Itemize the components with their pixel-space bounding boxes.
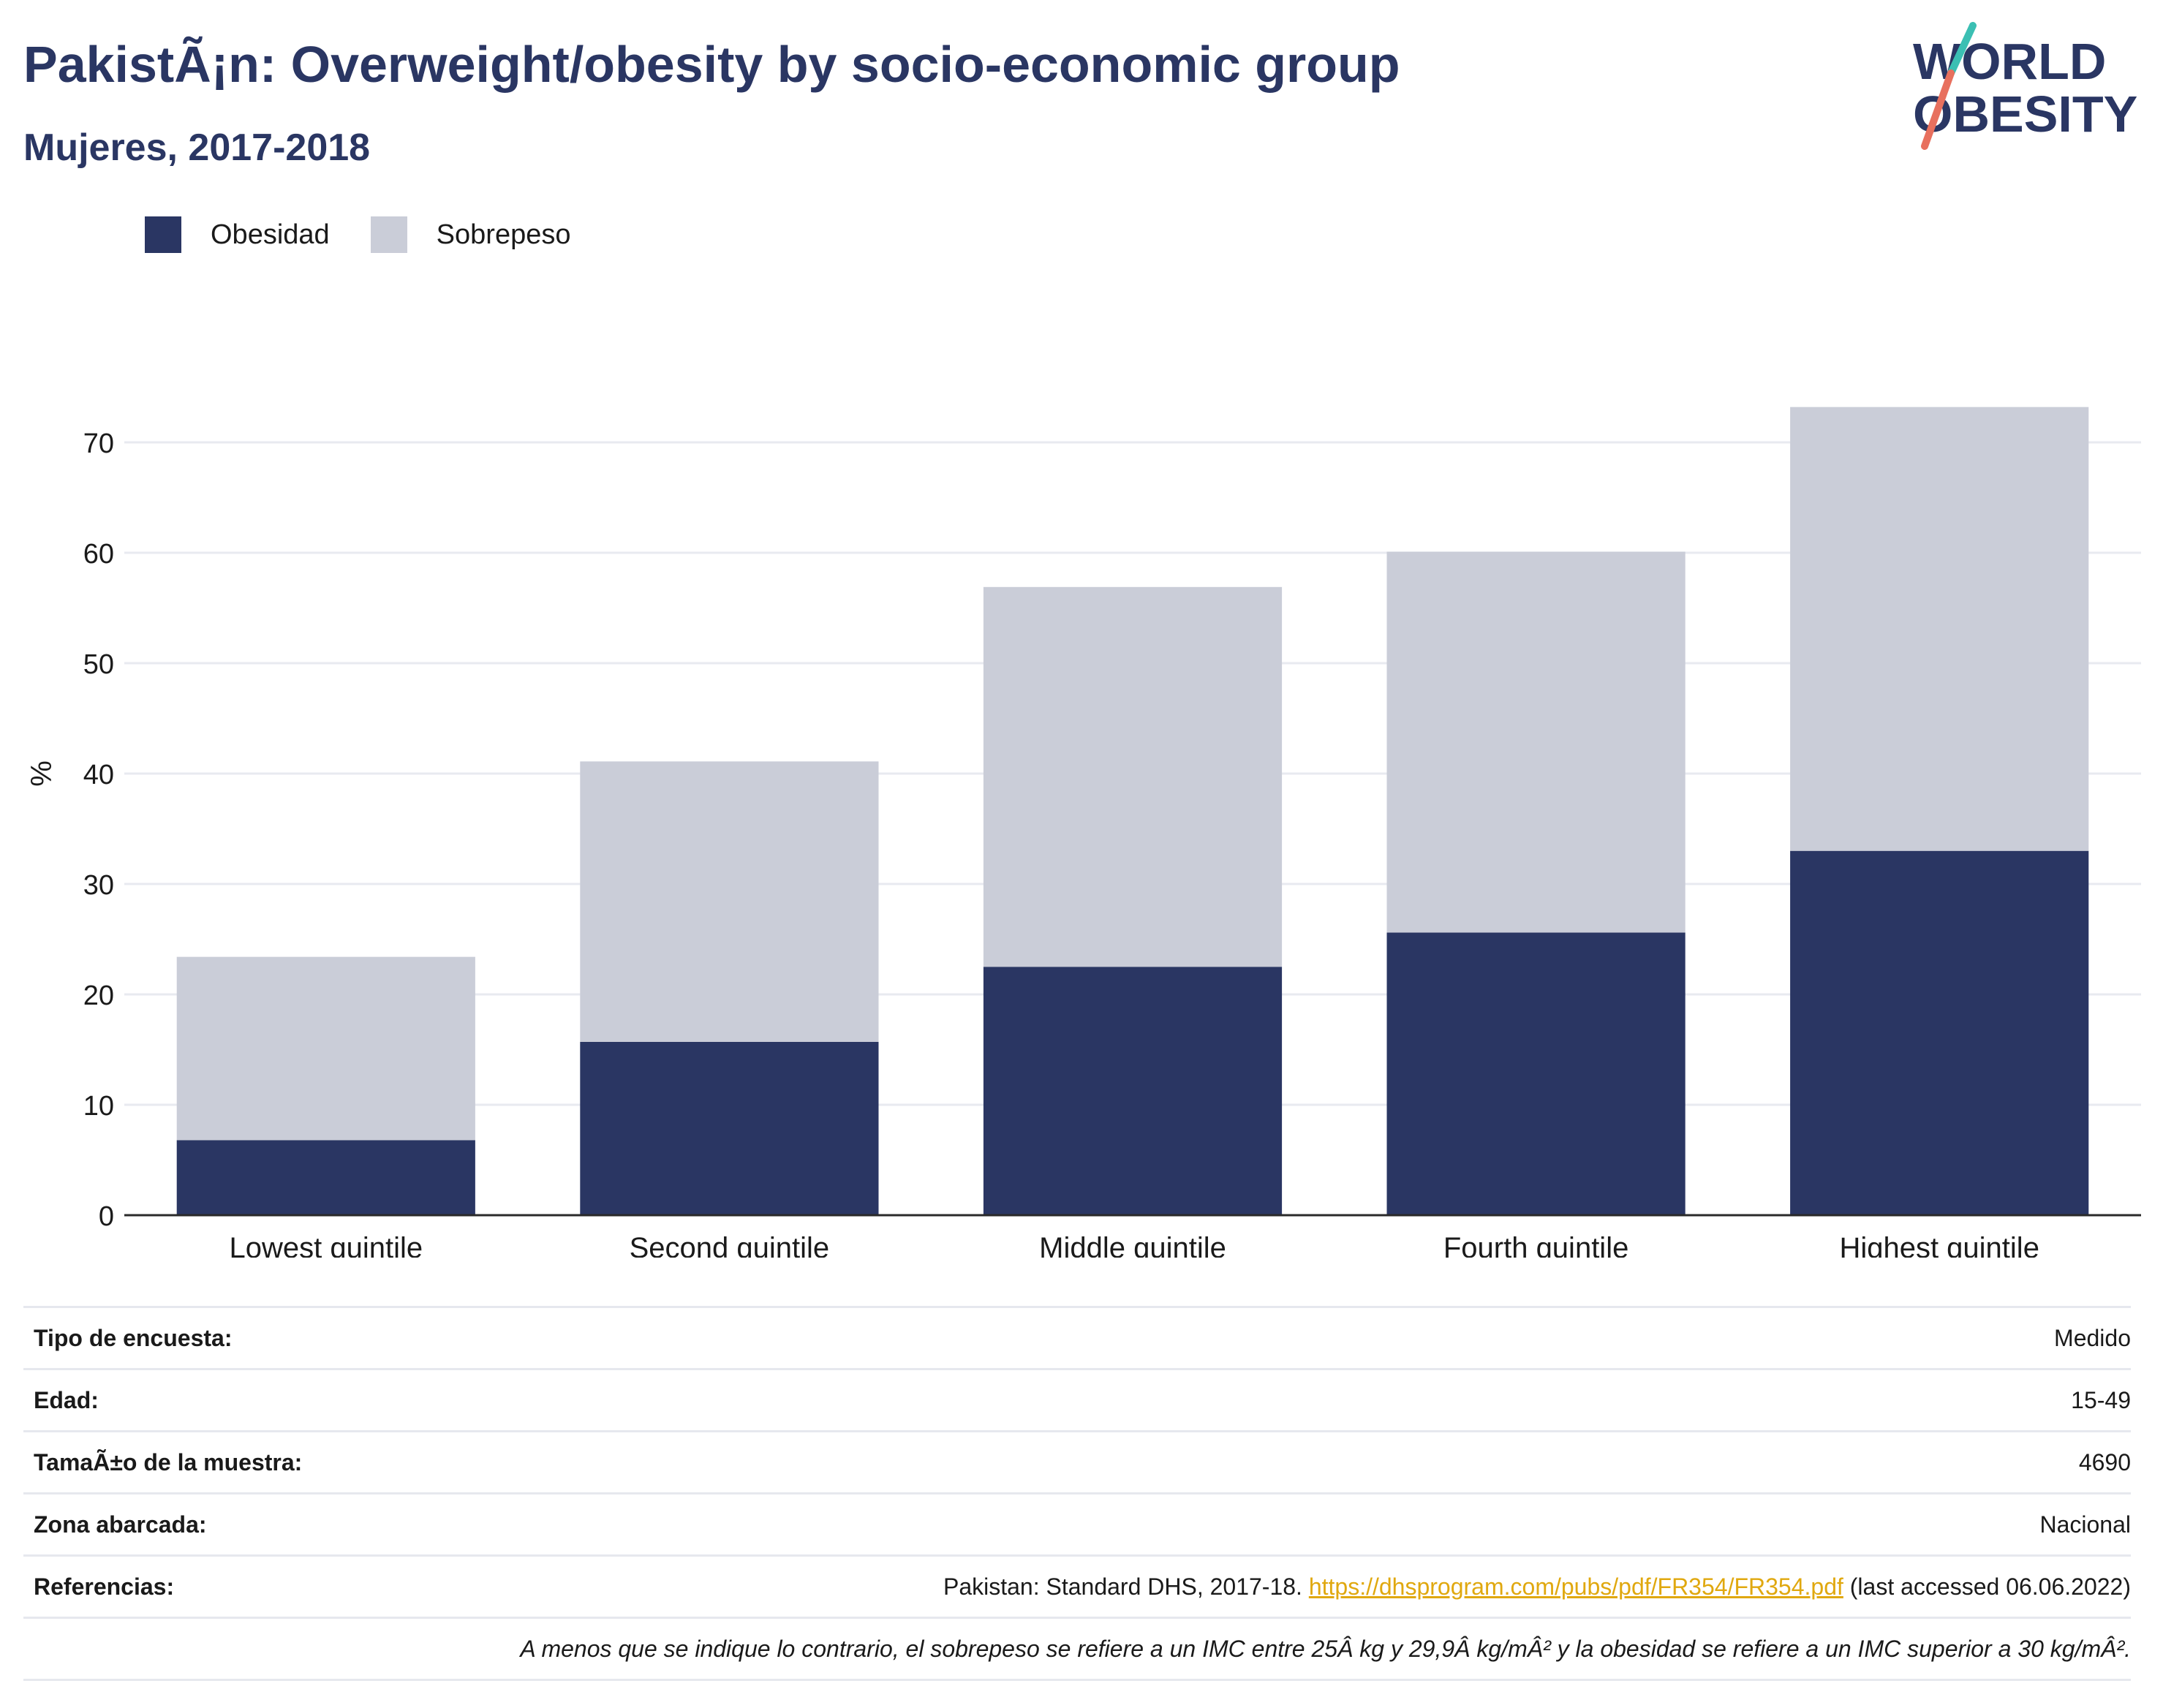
bar-overweight <box>1790 407 2089 851</box>
legend-item-obesity[interactable]: Obesidad <box>145 216 330 253</box>
metadata-table: Tipo de encuesta: Medido Edad: 15-49 Tam… <box>23 1306 2131 1681</box>
y-tick-label: 30 <box>83 870 114 901</box>
meta-value: Pakistan: Standard DHS, 2017-18. https:/… <box>943 1573 2131 1601</box>
chart-title: PakistÃ¡n: Overweight/obesity by socio-e… <box>23 36 1400 93</box>
bar-chart: 0 10 20 30 40 50 60 70% Lowest quintile Second qu… <box>26 407 2141 1258</box>
meta-label: Tipo de encuesta: <box>34 1324 233 1351</box>
x-tick-label: Highest quintile <box>1839 1232 2039 1258</box>
legend-swatch-obesity <box>145 216 181 253</box>
x-tick-label: Middle quintile <box>1039 1232 1226 1258</box>
legend-swatch-overweight <box>370 216 407 253</box>
logo-word-obesity: OBESITY <box>1913 86 2137 143</box>
meta-value: 4690 <box>2078 1448 2131 1475</box>
chart-subtitle: Mujeres, 2017-2018 <box>23 126 371 169</box>
y-tick-label: 20 <box>83 980 114 1011</box>
meta-label: Zona abarcada: <box>34 1511 207 1538</box>
meta-label: Edad: <box>34 1386 99 1413</box>
reference-link[interactable]: https://dhsprogram.com/pubs/pdf/FR354/FR… <box>1308 1573 1843 1600</box>
bar-obesity <box>176 1140 475 1215</box>
meta-value: Medido <box>2054 1324 2131 1351</box>
reference-accessed: (last accessed 06.06.2022) <box>1849 1573 2131 1600</box>
definition-note: A menos que se indique lo contrario, el … <box>520 1635 2131 1662</box>
y-tick-label: 40 <box>83 760 114 790</box>
chart-legend: Obesidad Sobrepeso <box>145 216 611 253</box>
bar-obesity <box>1386 932 1686 1215</box>
world-obesity-logo: WORLD OBESITY <box>1913 22 2137 150</box>
x-tick-label: Lowest quintile <box>229 1232 423 1258</box>
y-axis-label: % <box>26 760 58 787</box>
bar-overweight <box>580 761 879 1042</box>
logo-teal-slash <box>1947 22 1977 77</box>
legend-label-obesity: Obesidad <box>211 219 330 250</box>
y-tick-label: 70 <box>83 428 114 459</box>
y-tick-label: 0 <box>99 1201 114 1232</box>
meta-value: 15-49 <box>2071 1386 2131 1413</box>
meta-label: Referencias: <box>34 1573 175 1600</box>
meta-row-note: A menos que se indique lo contrario, el … <box>23 1617 2131 1681</box>
legend-item-overweight[interactable]: Sobrepeso <box>370 216 571 253</box>
x-tick-label: Second quintile <box>630 1232 830 1258</box>
meta-row-references: Referencias: Pakistan: Standard DHS, 201… <box>23 1554 2131 1617</box>
bar-obesity <box>983 967 1283 1215</box>
meta-row-area: Zona abarcada: Nacional <box>23 1492 2131 1554</box>
x-tick-label: Fourth quintile <box>1443 1232 1628 1258</box>
y-tick-label: 50 <box>83 649 114 680</box>
bar-overweight <box>1386 551 1686 933</box>
meta-row-survey-type: Tipo de encuesta: Medido <box>23 1306 2131 1368</box>
meta-row-sample-size: TamaÃ±o de la muestra: 4690 <box>23 1430 2131 1492</box>
logo-word-world: WORLD <box>1913 33 2106 90</box>
bar-obesity <box>1790 850 2089 1215</box>
bar-overweight <box>983 586 1283 967</box>
bar-overweight <box>176 956 475 1141</box>
meta-label: TamaÃ±o de la muestra: <box>34 1448 303 1475</box>
bar-obesity <box>580 1041 879 1215</box>
reference-text: Pakistan: Standard DHS, 2017-18. <box>943 1573 1302 1600</box>
logo-coral-slash <box>1921 69 1955 150</box>
meta-row-age: Edad: 15-49 <box>23 1368 2131 1430</box>
legend-label-overweight: Sobrepeso <box>436 219 571 250</box>
y-tick-label: 10 <box>83 1091 114 1122</box>
y-tick-label: 60 <box>83 539 114 570</box>
meta-value: Nacional <box>2039 1511 2131 1538</box>
